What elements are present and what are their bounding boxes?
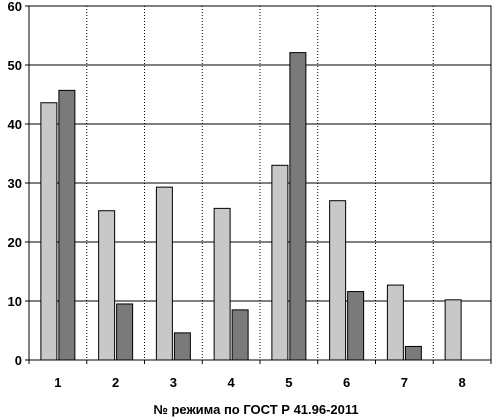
bar-s1-2 [98,210,116,361]
x-tick-label-1: 1 [54,375,61,390]
bar-s2-4 [231,309,249,361]
bar-s1-3 [155,186,173,361]
bar-s1-6 [329,200,347,361]
bar-s2-2 [116,303,134,361]
bar-s2-7 [404,345,422,361]
bar-s2-3 [173,332,191,361]
y-tick-label-10: 10 [8,294,22,309]
y-tick-label-30: 30 [8,176,22,191]
bar-s1-4 [213,207,231,361]
bar-s2-5 [289,52,307,361]
bar-s2-1 [58,89,76,361]
plot-frame [25,5,492,364]
bar-s2-6 [347,291,365,361]
bars [40,52,462,361]
bar-s1-5 [271,164,289,361]
x-tick-label-6: 6 [343,375,350,390]
x-tick-label-2: 2 [112,375,119,390]
x-tick-label-8: 8 [459,375,466,390]
bar-s1-7 [386,284,404,361]
bar-s1-1 [40,102,58,361]
bar-s1-8 [444,299,462,361]
y-tick-label-0: 0 [15,353,22,368]
tick-labels: 0 10 20 30 40 50 60 1 2 3 4 5 6 7 8 [8,0,466,390]
y-tick-label-40: 40 [8,117,22,132]
y-tick-label-50: 50 [8,58,22,73]
y-tick-label-20: 20 [8,235,22,250]
x-tick-label-5: 5 [285,375,292,390]
y-tick-label-60: 60 [8,0,22,14]
x-tick-label-3: 3 [170,375,177,390]
x-axis-label: № режима по ГОСТ Р 41.96-2011 [153,402,358,417]
x-tick-label-7: 7 [401,375,408,390]
x-tick-label-4: 4 [228,375,236,390]
